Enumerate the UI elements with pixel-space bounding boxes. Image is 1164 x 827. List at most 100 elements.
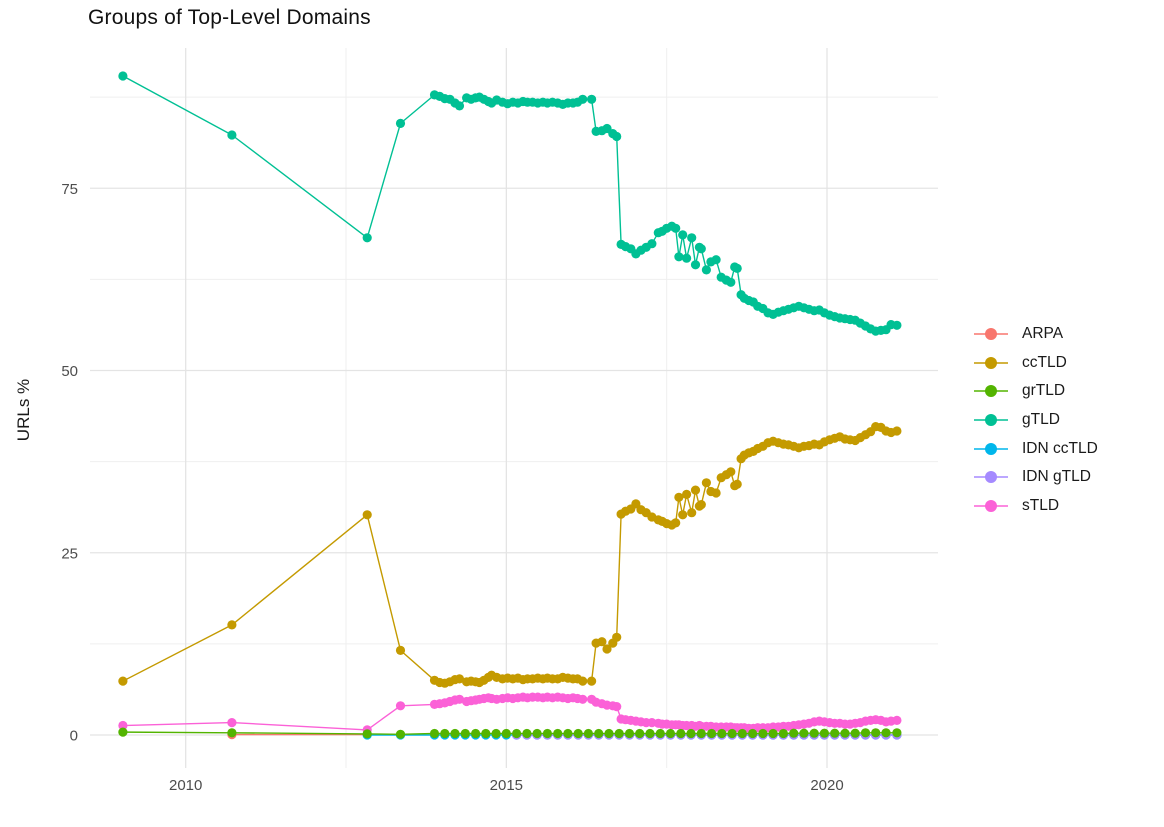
series-line-gtld bbox=[122, 75, 897, 332]
point-grtld bbox=[871, 728, 881, 738]
legend-label: IDN gTLD bbox=[1022, 468, 1091, 486]
point-gtld bbox=[612, 131, 622, 142]
point-cctld bbox=[395, 645, 406, 656]
point-grtld bbox=[819, 728, 830, 738]
legend-item-gtld: gTLD bbox=[972, 406, 1098, 435]
point-grtld bbox=[429, 728, 440, 739]
point-gtld bbox=[578, 94, 588, 104]
legend-key-dot bbox=[985, 499, 997, 512]
point-gtld bbox=[674, 252, 684, 262]
point-cctld bbox=[726, 467, 736, 477]
point-gtld bbox=[687, 233, 697, 243]
point-grtld bbox=[717, 728, 727, 739]
y-tick-label: 25 bbox=[61, 545, 78, 562]
point-stld bbox=[892, 715, 902, 726]
point-grtld bbox=[491, 728, 501, 739]
point-stld bbox=[454, 694, 465, 704]
point-grtld bbox=[481, 728, 491, 739]
point-gtld bbox=[726, 277, 736, 287]
point-gtld bbox=[678, 230, 688, 240]
point-gtld bbox=[892, 320, 902, 330]
point-grtld bbox=[362, 729, 372, 739]
legend-key-icon bbox=[972, 327, 1010, 341]
point-gtld bbox=[454, 101, 465, 111]
point-cctld bbox=[587, 676, 597, 686]
legend-label: grTLD bbox=[1022, 382, 1066, 400]
point-cctld bbox=[892, 426, 902, 436]
point-gtld bbox=[701, 265, 712, 275]
legend-key-dot bbox=[985, 328, 997, 341]
legend-key-dot bbox=[985, 442, 997, 455]
point-cctld bbox=[612, 632, 622, 642]
point-grtld bbox=[635, 728, 645, 739]
point-cctld bbox=[602, 644, 612, 654]
legend-item-arpa: ARPA bbox=[972, 320, 1098, 349]
point-grtld bbox=[655, 728, 665, 739]
point-grtld bbox=[737, 728, 747, 739]
point-grtld bbox=[758, 728, 768, 739]
legend-key-icon bbox=[972, 356, 1010, 370]
point-cctld bbox=[671, 518, 681, 528]
x-tick-label: 2015 bbox=[490, 777, 523, 794]
point-gtld bbox=[690, 260, 701, 270]
point-cctld bbox=[674, 492, 684, 502]
legend-label: ARPA bbox=[1022, 325, 1064, 343]
legend-key-icon bbox=[972, 442, 1010, 456]
legend-key-dot bbox=[985, 414, 997, 427]
point-grtld bbox=[799, 728, 809, 738]
point-grtld bbox=[881, 728, 891, 738]
point-cctld bbox=[701, 478, 712, 488]
point-grtld bbox=[604, 728, 614, 739]
point-stld bbox=[578, 694, 588, 704]
legend-key-dot bbox=[985, 471, 997, 484]
chart-title: Groups of Top-Level Domains bbox=[88, 6, 371, 29]
point-cctld bbox=[118, 676, 128, 686]
y-tick-label: 75 bbox=[61, 181, 78, 198]
point-stld bbox=[118, 720, 128, 731]
point-grtld bbox=[542, 728, 553, 739]
legend-key-dot bbox=[985, 356, 997, 369]
point-grtld bbox=[624, 728, 635, 739]
point-gtld bbox=[118, 71, 128, 81]
point-cctld bbox=[711, 488, 721, 498]
point-grtld bbox=[696, 728, 706, 739]
point-grtld bbox=[665, 728, 676, 739]
legend-key-icon bbox=[972, 470, 1010, 484]
point-grtld bbox=[227, 728, 237, 738]
point-grtld bbox=[522, 728, 532, 739]
point-grtld bbox=[645, 728, 655, 739]
series-line-cctld bbox=[122, 425, 898, 684]
point-grtld bbox=[614, 728, 624, 739]
point-grtld bbox=[809, 728, 819, 738]
point-grtld bbox=[460, 728, 470, 739]
point-grtld bbox=[471, 728, 481, 739]
point-grtld bbox=[511, 728, 522, 739]
legend-label: sTLD bbox=[1022, 496, 1060, 514]
point-cctld bbox=[362, 510, 372, 520]
point-cctld bbox=[687, 508, 697, 518]
x-tick-label: 2010 bbox=[169, 777, 202, 794]
point-grtld bbox=[840, 728, 850, 738]
point-cctld bbox=[696, 500, 706, 510]
legend-key-icon bbox=[972, 384, 1010, 398]
legend-label: gTLD bbox=[1022, 411, 1060, 429]
point-grtld bbox=[583, 728, 594, 739]
point-cctld bbox=[732, 479, 742, 489]
legend-label: IDN ccTLD bbox=[1022, 439, 1098, 457]
legend-item-stld: sTLD bbox=[972, 492, 1098, 521]
point-cctld bbox=[578, 676, 588, 686]
point-gtld bbox=[227, 130, 237, 140]
point-stld bbox=[395, 701, 406, 711]
point-gtld bbox=[682, 253, 692, 263]
point-gtld bbox=[362, 233, 372, 243]
point-grtld bbox=[395, 729, 406, 739]
point-grtld bbox=[676, 728, 686, 739]
point-grtld bbox=[118, 727, 128, 737]
legend-key-icon bbox=[972, 499, 1010, 513]
x-tick-label: 2020 bbox=[810, 777, 843, 794]
point-grtld bbox=[573, 728, 583, 739]
point-grtld bbox=[789, 728, 799, 738]
point-grtld bbox=[563, 728, 573, 739]
